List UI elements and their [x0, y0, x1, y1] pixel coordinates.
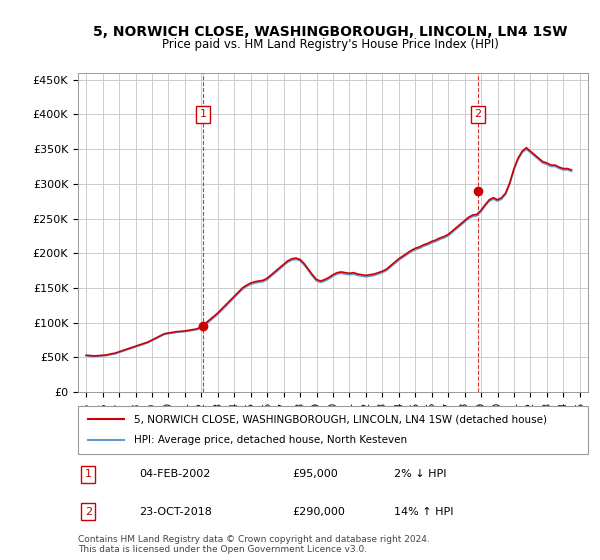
Text: 1: 1 [85, 469, 92, 479]
Text: 5, NORWICH CLOSE, WASHINGBOROUGH, LINCOLN, LN4 1SW: 5, NORWICH CLOSE, WASHINGBOROUGH, LINCOL… [93, 25, 567, 39]
Text: 14% ↑ HPI: 14% ↑ HPI [394, 507, 454, 517]
Text: £95,000: £95,000 [292, 469, 338, 479]
Text: 5, NORWICH CLOSE, WASHINGBOROUGH, LINCOLN, LN4 1SW (detached house): 5, NORWICH CLOSE, WASHINGBOROUGH, LINCOL… [134, 414, 547, 424]
Text: 04-FEB-2002: 04-FEB-2002 [139, 469, 211, 479]
Text: Price paid vs. HM Land Registry's House Price Index (HPI): Price paid vs. HM Land Registry's House … [161, 38, 499, 50]
Text: 2: 2 [475, 109, 482, 119]
Text: 2% ↓ HPI: 2% ↓ HPI [394, 469, 446, 479]
Text: HPI: Average price, detached house, North Kesteven: HPI: Average price, detached house, Nort… [134, 435, 407, 445]
Text: 23-OCT-2018: 23-OCT-2018 [139, 507, 212, 517]
FancyBboxPatch shape [78, 406, 588, 454]
Text: 2: 2 [85, 507, 92, 517]
Text: 1: 1 [199, 109, 206, 119]
Text: Contains HM Land Registry data © Crown copyright and database right 2024.
This d: Contains HM Land Registry data © Crown c… [78, 535, 430, 554]
Text: £290,000: £290,000 [292, 507, 345, 517]
